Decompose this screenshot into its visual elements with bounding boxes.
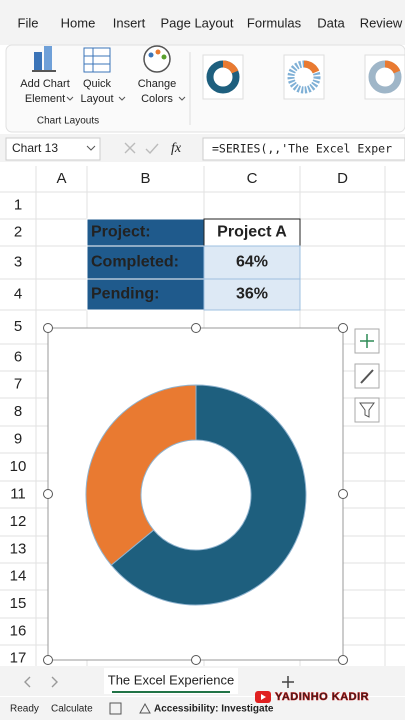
column-header: D: [337, 170, 348, 187]
row-header: 7: [14, 375, 22, 392]
chart-filters-button[interactable]: [354, 397, 380, 423]
row-header: 17: [10, 649, 27, 666]
column-header-bar: [0, 164, 405, 192]
accessibility-icon: [139, 702, 151, 714]
dropdown-arrow: [66, 96, 74, 101]
table-label: Pending:: [91, 286, 159, 303]
youtube-play: [261, 694, 266, 700]
column-header: B: [140, 170, 150, 187]
ribbon-button-label: Quick: [83, 78, 112, 90]
row-header: 4: [14, 285, 22, 302]
ribbon-button-label: Add Chart: [20, 78, 70, 90]
status-bar: [0, 697, 405, 720]
formula-input[interactable]: [202, 137, 405, 161]
ribbon-button-label: Change: [138, 78, 177, 90]
resize-handle[interactable]: [338, 323, 348, 333]
resize-handle[interactable]: [43, 489, 53, 499]
style-thumbnail[interactable]: [283, 54, 325, 100]
resize-handle[interactable]: [43, 655, 53, 665]
chart-elements-button[interactable]: [354, 328, 380, 354]
style-thumbnail[interactable]: [202, 54, 244, 100]
label-cell: [86, 278, 205, 311]
row-header: 12: [10, 513, 27, 530]
ribbon-tab: Review: [360, 15, 403, 30]
chart-styles-button[interactable]: [354, 363, 380, 389]
resize-handle[interactable]: [191, 655, 201, 665]
quick-layout-icon: [83, 47, 111, 73]
row-header: 13: [10, 540, 27, 557]
ribbon-tab: Page Layout: [160, 15, 233, 30]
sheet-tab[interactable]: [104, 668, 238, 694]
value-cell: [203, 278, 301, 311]
donut-chart: [85, 384, 307, 606]
row-header: 14: [10, 567, 27, 584]
ribbon-button-label: Colors: [141, 93, 173, 105]
status-item: Calculate: [51, 704, 93, 715]
row-header: 6: [14, 348, 22, 365]
dropdown-arrow: [86, 145, 96, 151]
add-chart-icon: [32, 46, 56, 72]
table-value: 36%: [236, 286, 268, 303]
macro-icon: [109, 702, 122, 715]
name-box[interactable]: [5, 137, 101, 161]
row-header: 9: [14, 430, 22, 447]
change-colors-icon: [143, 45, 171, 73]
ribbon-tab: Data: [317, 15, 345, 30]
cancel-icon: [124, 142, 136, 154]
row-header: 2: [14, 223, 22, 240]
dropdown-arrow: [118, 96, 126, 101]
row-header: 3: [14, 253, 22, 270]
resize-handle[interactable]: [338, 489, 348, 499]
table-value: 64%: [236, 254, 268, 271]
ribbon-tab: Home: [61, 15, 96, 30]
row-header: 16: [10, 622, 27, 639]
style-thumbnail[interactable]: [364, 54, 405, 100]
sheet-nav-arrows[interactable]: [24, 676, 58, 688]
ribbon-tab: Formulas: [247, 15, 302, 30]
tab-bar: [0, 0, 405, 45]
column-header: A: [56, 170, 66, 187]
row-header: 11: [10, 485, 26, 502]
row-header: 1: [14, 196, 22, 213]
row-header: 10: [10, 458, 27, 475]
enter-icon: [145, 143, 159, 155]
table-label: Project:: [91, 224, 151, 241]
resize-handle[interactable]: [43, 323, 53, 333]
row-header: 8: [14, 403, 22, 420]
name-box-text: Chart 13: [12, 141, 58, 155]
ribbon-button-label: Layout: [80, 93, 113, 105]
table-value: Project A: [217, 224, 287, 241]
row-header: 5: [14, 318, 22, 335]
ribbon-tab: File: [18, 15, 39, 30]
sheet-tab-name: The Excel Experience: [108, 672, 234, 687]
column-header: C: [247, 170, 258, 187]
status-item: Ready: [10, 704, 39, 715]
add-sheet-button[interactable]: [282, 676, 294, 688]
donut-segment: [110, 384, 307, 606]
donut-segment: [85, 384, 197, 566]
ribbon-group-label: Chart Layouts: [37, 116, 99, 127]
status-item: Accessibility: Investigate: [154, 704, 274, 715]
formula-text: =SERIES(,,'The Excel Exper: [212, 142, 392, 156]
resize-handles: [43, 323, 348, 665]
resize-handle[interactable]: [191, 323, 201, 333]
ribbon-button-label: Element: [25, 93, 65, 105]
dropdown-arrow: [178, 96, 186, 101]
fx-label: fx: [171, 141, 182, 156]
resize-handle[interactable]: [338, 655, 348, 665]
ribbon-tab: Insert: [113, 15, 146, 30]
value-cell: [203, 245, 301, 280]
row-header: 15: [10, 595, 27, 612]
table-label: Completed:: [91, 254, 179, 271]
watermark: YADINHO KADIR: [275, 691, 369, 703]
